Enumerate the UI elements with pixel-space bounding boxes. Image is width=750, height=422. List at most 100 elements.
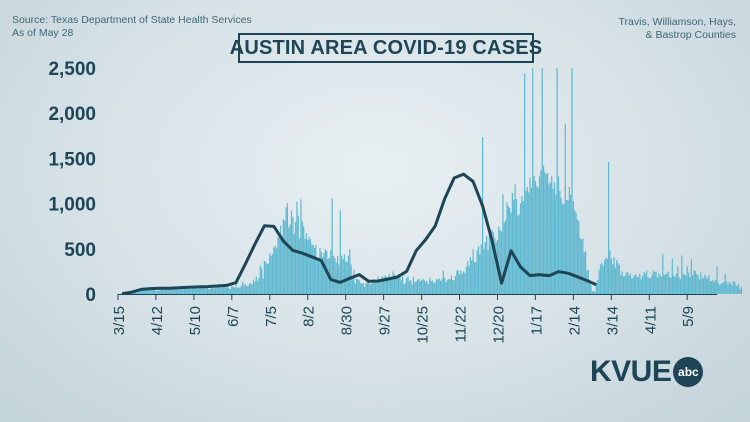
daily-case-bar [601,262,603,294]
daily-case-bar [477,246,480,294]
daily-case-bar [143,288,145,294]
daily-case-bar [560,198,562,294]
daily-case-bar [185,288,187,294]
daily-case-bar [317,260,320,294]
daily-case-bar [677,266,679,294]
daily-case-bar [225,287,228,294]
daily-case-bar [708,275,710,294]
x-tick-label: 4/12 [149,306,166,335]
daily-case-bar [336,255,339,294]
daily-case-bar [179,288,181,294]
daily-case-bar [571,68,573,294]
daily-case-bar [431,280,434,294]
daily-case-bar [183,287,186,294]
daily-case-bar [605,257,607,294]
daily-case-bar [335,262,337,294]
daily-case-bar [629,273,631,294]
daily-case-bar [387,278,389,294]
daily-case-bar [289,224,291,294]
daily-case-bar [332,255,335,294]
daily-case-bar [719,285,721,294]
daily-case-bar [235,284,237,294]
daily-case-bar [614,267,617,294]
daily-case-bar [219,287,221,294]
weekly-average-line [121,172,597,296]
daily-case-bar [612,264,614,294]
daily-case-bar [465,266,467,294]
daily-case-bar [620,275,622,294]
daily-case-bar [595,283,598,294]
daily-case-bar [519,203,522,294]
daily-case-bar [660,276,663,294]
x-tick-label: 9/27 [377,306,394,335]
daily-case-bar [347,255,350,294]
daily-case-bar [275,248,278,294]
daily-case-bar [323,252,325,294]
daily-case-bar [238,287,240,294]
daily-case-bar [374,282,377,294]
daily-case-bar [694,271,696,294]
daily-case-bar [561,204,564,294]
daily-case-bar [174,288,176,294]
daily-case-bar [177,289,179,294]
daily-case-bar [444,277,446,294]
daily-case-bar [471,260,473,294]
counties-note: Travis, Williamson, Hays, & Bastrop Coun… [619,16,736,42]
daily-case-bar [522,200,524,294]
x-tick-label: 8/2 [301,306,318,327]
daily-case-bar [221,286,223,294]
daily-case-bar [259,265,261,294]
daily-case-bar [514,184,516,294]
x-tick-label: 10/25 [415,306,432,344]
daily-case-bar [602,265,604,294]
y-tick-label: 1,000 [48,195,96,216]
daily-case-bar [494,238,496,294]
daily-case-bar [658,273,660,294]
daily-case-bar [541,68,543,294]
daily-case-bar [706,278,709,294]
daily-case-bar [158,290,160,294]
daily-case-bar [160,288,162,294]
daily-case-bar [381,276,383,294]
daily-case-bar [196,288,198,294]
daily-case-bar [697,275,699,294]
daily-case-bar [391,276,393,294]
daily-case-bar [395,275,397,294]
daily-case-bar [144,288,146,294]
daily-case-bar [232,286,234,294]
daily-case-bar [309,239,312,294]
daily-case-bar [739,288,741,294]
daily-case-bar [533,175,535,294]
daily-case-bar [529,177,531,294]
daily-case-bar [625,272,627,294]
daily-case-bar [618,265,621,294]
daily-case-bar [524,73,526,294]
daily-case-bar [732,281,734,294]
daily-case-bar [376,281,378,294]
daily-case-bar [186,288,188,294]
daily-case-bar [255,276,257,294]
daily-case-bar [210,285,213,294]
daily-case-bar [236,287,238,294]
daily-case-bar [357,278,359,294]
daily-case-bar [373,281,375,294]
daily-case-bar [182,287,184,294]
daily-case-bar [487,250,489,294]
daily-case-bar [480,244,482,294]
daily-case-bar [540,170,542,294]
daily-case-bar [384,275,386,294]
daily-case-bar [280,225,282,294]
daily-case-bar [545,174,547,294]
x-tick-label: 5/9 [680,306,697,327]
daily-case-bar [372,280,374,294]
daily-case-bar [631,278,633,294]
daily-case-bar [720,283,722,294]
daily-case-bar [491,229,493,294]
chart-title: AUSTIN AREA COVID-19 CASES [230,33,542,63]
daily-case-bar [513,199,515,294]
daily-case-bar [345,261,347,294]
daily-case-bar [717,282,720,294]
daily-case-bar [301,221,303,294]
